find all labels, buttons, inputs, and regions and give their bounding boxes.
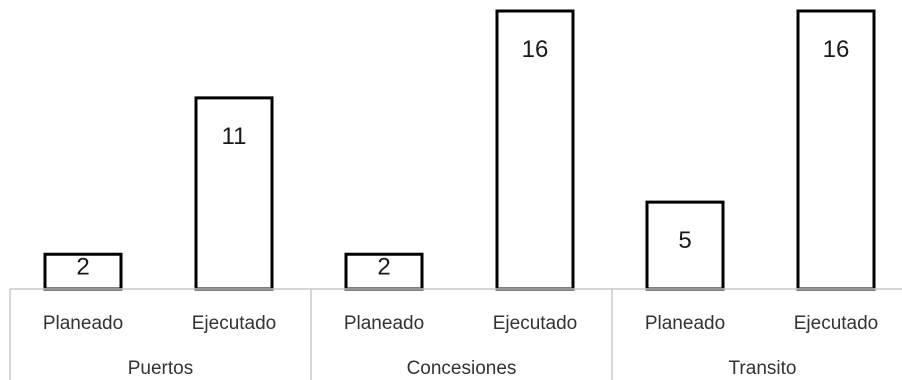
category-label: Planeado: [43, 313, 123, 334]
bar: [194, 96, 274, 291]
group-label: Transito: [729, 358, 797, 379]
data-label: 5: [678, 227, 691, 254]
data-label: 16: [823, 36, 850, 63]
data-label: 16: [522, 36, 549, 63]
category-label: Ejecutado: [192, 313, 277, 334]
group-label: Puertos: [128, 358, 193, 379]
category-label: Ejecutado: [493, 313, 578, 334]
data-label: 2: [76, 253, 89, 280]
group-label: Concesiones: [407, 358, 517, 379]
data-label: 2: [377, 253, 390, 280]
category-label: Planeado: [645, 313, 725, 334]
category-label: Planeado: [344, 313, 424, 334]
bar: [495, 9, 575, 291]
bar: [796, 9, 876, 291]
category-label: Ejecutado: [794, 313, 879, 334]
data-label: 11: [222, 123, 247, 150]
